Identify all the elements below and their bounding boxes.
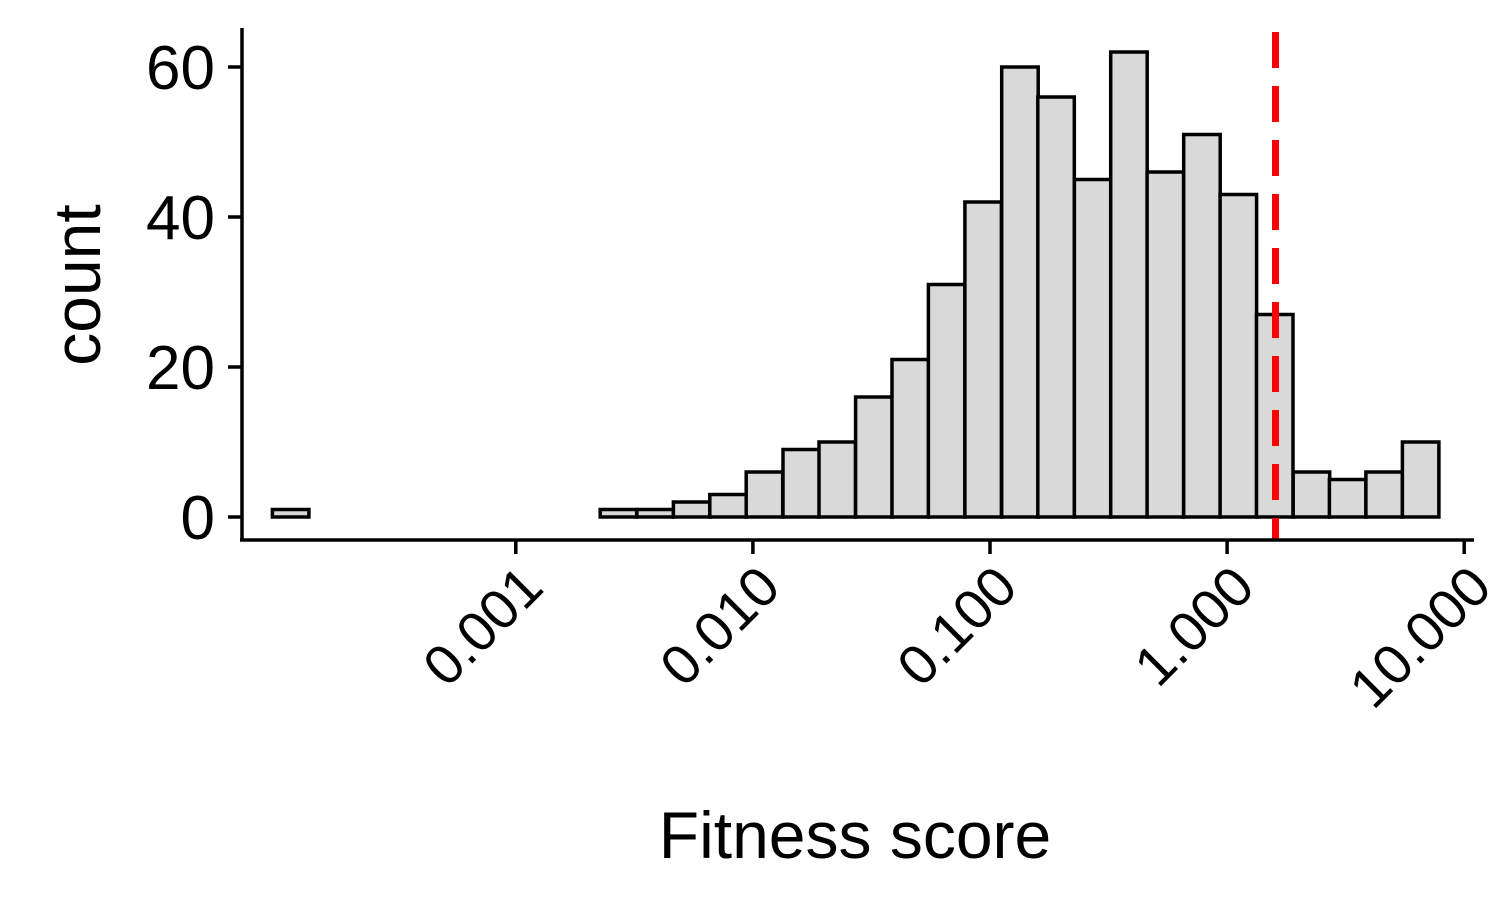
histogram-bar-23 <box>1108 50 1149 519</box>
histogram-bar-16 <box>853 395 894 519</box>
x-tick-label-2: 0.100 <box>885 554 1029 698</box>
histogram-bar-24 <box>1145 170 1186 519</box>
histogram-bar-30 <box>1364 470 1405 519</box>
y-tick-label-2: 40 <box>146 184 215 253</box>
histogram-bar-26 <box>1218 192 1259 519</box>
x-tick-label-0: 0.001 <box>411 554 555 698</box>
histogram-bar-31 <box>1400 440 1441 519</box>
histogram-bar-12 <box>708 492 749 519</box>
histogram-bar-25 <box>1181 132 1222 519</box>
histogram-bar-13 <box>744 470 785 519</box>
x-axis-title: Fitness score <box>659 798 1051 872</box>
histogram-bar-21 <box>1036 95 1077 519</box>
histogram-bar-22 <box>1072 177 1113 519</box>
y-tick-label-1: 20 <box>146 334 215 403</box>
y-axis-title: count <box>40 204 114 365</box>
histogram-bar-20 <box>999 65 1040 519</box>
histogram-bar-15 <box>817 440 858 519</box>
x-tick-label-4: 10.000 <box>1337 554 1500 720</box>
histogram-bar-10 <box>635 507 676 519</box>
histogram-bar-29 <box>1327 477 1368 519</box>
histogram-bar-28 <box>1291 470 1332 519</box>
y-tick-label-3: 60 <box>146 34 215 103</box>
y-ticks: 0 20 40 60 <box>146 34 242 553</box>
x-ticks: 0.001 0.010 0.100 1.000 10.000 <box>411 540 1500 720</box>
x-tick-label-1: 0.010 <box>648 554 792 698</box>
x-tick-label-3: 1.000 <box>1122 554 1266 698</box>
histogram-bar-11 <box>671 500 712 519</box>
histogram-bar-19 <box>963 200 1004 519</box>
axes-layer <box>240 28 1474 542</box>
histogram-bar-0 <box>270 507 311 519</box>
histogram-bar-18 <box>926 282 967 519</box>
bars-layer <box>270 50 1441 519</box>
histogram-bar-9 <box>598 507 639 519</box>
histogram-bar-17 <box>890 357 931 519</box>
histogram-bar-14 <box>781 447 822 519</box>
y-tick-label-0: 0 <box>181 484 215 553</box>
